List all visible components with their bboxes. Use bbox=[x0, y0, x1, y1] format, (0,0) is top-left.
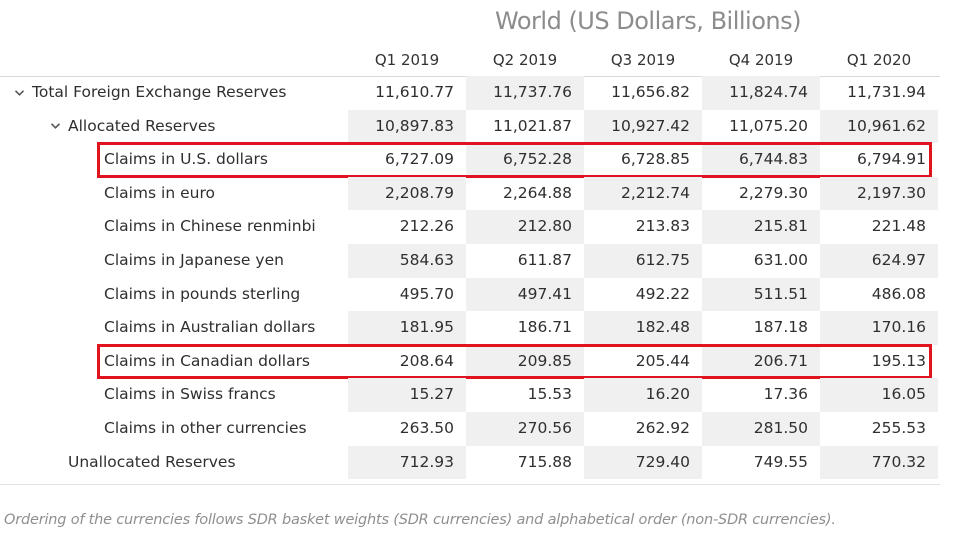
data-cell: 6,727.09 bbox=[384, 150, 454, 169]
data-cell: 2,197.30 bbox=[820, 176, 938, 211]
data-cell: 212.80 bbox=[466, 210, 584, 244]
column-header-q1-2019: Q1 2019 bbox=[374, 51, 440, 69]
data-cell: 187.18 bbox=[753, 318, 808, 337]
data-cell: 195.13 bbox=[871, 351, 926, 370]
row-label: Claims in Japanese yen bbox=[104, 251, 284, 269]
data-cell: 170.16 bbox=[820, 311, 938, 345]
data-cell: 495.70 bbox=[399, 284, 454, 303]
data-cell: 6,728.85 bbox=[620, 150, 690, 169]
data-cell: 11,824.74 bbox=[702, 76, 820, 110]
table-row: Claims in U.S. dollars 6,727.09 6,752.28 6,… bbox=[0, 143, 940, 177]
data-cell: 11,737.76 bbox=[466, 76, 584, 110]
data-cell: 213.83 bbox=[635, 217, 690, 236]
data-cell: 281.50 bbox=[702, 412, 820, 446]
table-bottom-divider bbox=[0, 484, 940, 485]
data-cell: 6,794.91 bbox=[856, 150, 926, 169]
data-cell: 212.26 bbox=[399, 217, 454, 236]
data-cell: 715.88 bbox=[517, 452, 572, 471]
data-cell: 15.27 bbox=[348, 378, 466, 412]
table-row: Claims in Australian dollars 181.95 186.71… bbox=[0, 311, 940, 345]
data-cell: 729.40 bbox=[584, 445, 702, 480]
chevron-down-icon[interactable] bbox=[50, 110, 61, 144]
table-row: Claims in other currencies 263.50 270.56 26… bbox=[0, 412, 940, 446]
data-cell: 16.05 bbox=[820, 378, 938, 412]
data-cell: 15.53 bbox=[527, 385, 572, 404]
data-cell: 584.63 bbox=[348, 244, 466, 278]
data-cell: 612.75 bbox=[584, 244, 702, 278]
table-title: World (US Dollars, Billions) bbox=[495, 7, 801, 35]
data-cell: 2,264.88 bbox=[502, 183, 572, 202]
data-cell: 11,075.20 bbox=[729, 116, 808, 135]
data-cell: 221.48 bbox=[871, 217, 926, 236]
data-cell: 209.85 bbox=[466, 344, 584, 379]
row-label: Claims in Chinese renminbi bbox=[104, 217, 316, 236]
row-label: Claims in Australian dollars bbox=[104, 318, 316, 337]
data-cell: 270.56 bbox=[466, 412, 584, 446]
data-cell: 11,656.82 bbox=[611, 83, 690, 101]
data-cell: 11,610.77 bbox=[375, 83, 454, 101]
data-cell: 749.55 bbox=[753, 452, 808, 471]
data-cell: 206.71 bbox=[702, 344, 820, 379]
data-cell: 770.32 bbox=[820, 445, 938, 480]
data-cell: 2,208.79 bbox=[348, 176, 466, 211]
table-row: Total Foreign Exchange Reserves 11,610.77… bbox=[0, 76, 940, 110]
column-header-row: Q1 2019 Q2 2019 Q3 2019 Q4 2019 Q1 2020 bbox=[0, 44, 940, 77]
table-row: Claims in Swiss francs 15.27 15.53 16.20 17.… bbox=[0, 378, 940, 412]
table-row: Claims in Chinese renminbi 212.26 212.80 21… bbox=[0, 210, 940, 244]
data-cell: 205.44 bbox=[635, 351, 690, 370]
row-label: Claims in Canadian dollars bbox=[104, 351, 311, 370]
row-label: Total Foreign Exchange Reserves bbox=[32, 83, 287, 101]
data-cell: 712.93 bbox=[348, 445, 466, 480]
data-cell: 6,744.83 bbox=[702, 143, 820, 177]
table-row: Allocated Reserves 10,897.83 11,021.87 10,9… bbox=[0, 109, 940, 144]
column-header-q4-2019: Q4 2019 bbox=[728, 51, 794, 69]
data-cell: 2,279.30 bbox=[738, 183, 808, 202]
data-cell: 611.87 bbox=[517, 251, 572, 269]
data-cell: 263.50 bbox=[399, 419, 454, 437]
data-cell: 11,021.87 bbox=[493, 116, 572, 135]
table-row: Unallocated Reserves 712.93 715.88 729.40 74… bbox=[0, 445, 940, 480]
column-header-q1-2020: Q1 2020 bbox=[846, 51, 912, 69]
data-cell: 497.41 bbox=[466, 277, 584, 312]
row-label: Claims in pounds sterling bbox=[104, 284, 301, 303]
table-row: Claims in euro 2,208.79 2,264.88 2,212.74 2,… bbox=[0, 176, 940, 211]
data-cell: 182.48 bbox=[584, 311, 702, 345]
column-header-q3-2019: Q3 2019 bbox=[610, 51, 676, 69]
data-cell: 16.20 bbox=[584, 378, 702, 412]
table-row: Claims in Canadian dollars 208.64 209.85 20… bbox=[0, 344, 940, 379]
table-row: Claims in Japanese yen 584.63 611.87 612.75… bbox=[0, 244, 940, 278]
table-row: Claims in pounds sterling 495.70 497.41 492… bbox=[0, 277, 940, 312]
footnote: Ordering of the currencies follows SDR b… bbox=[4, 512, 836, 528]
column-header-q2-2019: Q2 2019 bbox=[492, 51, 558, 69]
data-cell: 2,212.74 bbox=[584, 176, 702, 211]
data-cell: 511.51 bbox=[702, 277, 820, 312]
data-cell: 181.95 bbox=[348, 311, 466, 345]
data-cell: 10,897.83 bbox=[348, 109, 466, 144]
data-cell: 6,752.28 bbox=[466, 143, 584, 177]
data-cell: 624.97 bbox=[820, 244, 938, 278]
chevron-down-icon[interactable] bbox=[14, 76, 25, 110]
data-cell: 631.00 bbox=[753, 251, 808, 269]
row-label: Claims in U.S. dollars bbox=[104, 150, 268, 169]
data-cell: 11,731.94 bbox=[847, 83, 926, 101]
data-cell: 262.92 bbox=[635, 419, 690, 437]
data-cell: 186.71 bbox=[517, 318, 572, 337]
row-label: Allocated Reserves bbox=[68, 116, 216, 135]
data-cell: 10,961.62 bbox=[820, 109, 938, 144]
data-cell: 486.08 bbox=[871, 284, 926, 303]
row-label: Claims in other currencies bbox=[104, 419, 307, 437]
data-cell: 10,927.42 bbox=[584, 109, 702, 144]
row-label: Claims in Swiss francs bbox=[104, 385, 276, 404]
data-cell: 208.64 bbox=[399, 351, 454, 370]
data-cell: 492.22 bbox=[635, 284, 690, 303]
row-label: Unallocated Reserves bbox=[68, 452, 236, 471]
row-label: Claims in euro bbox=[104, 183, 215, 202]
data-cell: 255.53 bbox=[871, 419, 926, 437]
data-cell: 215.81 bbox=[702, 210, 820, 244]
data-cell: 17.36 bbox=[763, 385, 808, 404]
